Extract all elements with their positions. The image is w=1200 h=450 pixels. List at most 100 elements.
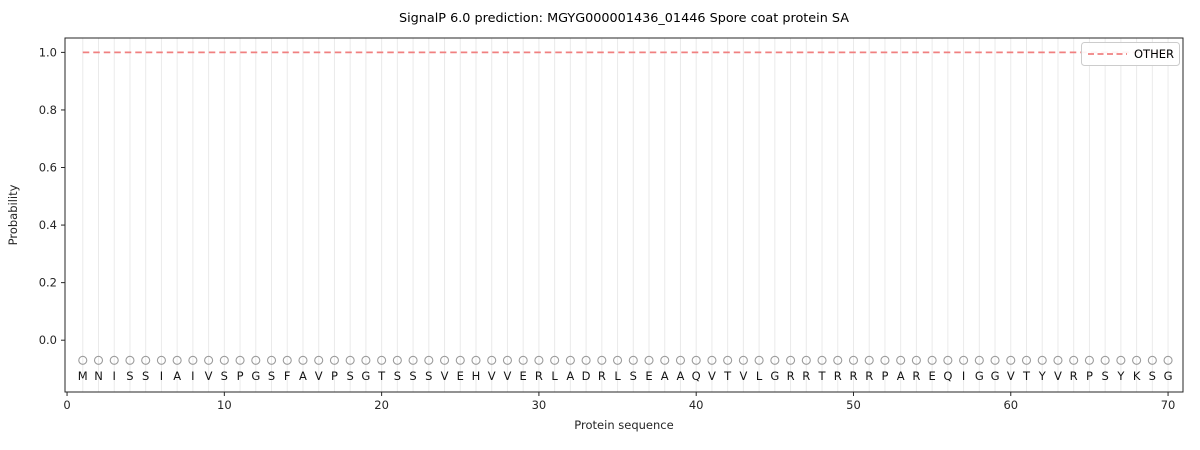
residue-marker (282, 355, 292, 365)
residue-marker (691, 355, 701, 365)
residue-marker (943, 355, 953, 365)
y-tick-label: 0.6 (39, 161, 57, 175)
sequence-letter: G (991, 369, 1000, 383)
sequence-letter: Y (1038, 369, 1047, 383)
sequence-letter: N (94, 369, 103, 383)
x-tick-label: 50 (846, 398, 861, 412)
sequence-letter: E (520, 369, 527, 383)
sequence-letter: E (457, 369, 464, 383)
residue-marker (974, 355, 984, 365)
residue-marker (1147, 355, 1157, 365)
sequence-letter: I (113, 369, 116, 383)
sequence-letter: G (770, 369, 779, 383)
residue-marker (1006, 355, 1016, 365)
residue-marker (550, 355, 560, 365)
residue-marker (675, 355, 686, 365)
sequence-letter: K (1133, 369, 1141, 383)
y-tick-label: 0.4 (39, 218, 57, 232)
sequence-letter: S (1101, 369, 1108, 383)
sequence-letter: I (160, 369, 163, 383)
sequence-letter: T (1022, 369, 1031, 383)
sequence-letter: V (488, 369, 496, 383)
sequence-letter: I (962, 369, 965, 383)
sequence-letter: T (818, 369, 827, 383)
residue-marker (487, 355, 497, 365)
x-axis-label: Protein sequence (574, 418, 673, 432)
sequence-letter: H (472, 369, 481, 383)
sequence-letter: G (251, 369, 260, 383)
residue-marker (864, 355, 874, 365)
sequence-letter: S (347, 369, 354, 383)
sequence-letter: R (598, 369, 606, 383)
y-axis-label: Probability (6, 184, 20, 245)
sequence-letter: V (205, 369, 213, 383)
residue-marker (392, 355, 402, 365)
residue-marker (172, 355, 182, 365)
sequence-letter: R (1070, 369, 1078, 383)
sequence-letter: R (787, 369, 795, 383)
residue-marker (204, 355, 214, 365)
sequence-letter: P (881, 369, 888, 383)
sequence-letter: I (191, 369, 194, 383)
residue-marker (534, 355, 544, 365)
residue-marker (628, 355, 638, 365)
sequence-letter: R (849, 369, 857, 383)
residue-marker (723, 355, 733, 365)
y-tick-label: 0.2 (39, 276, 57, 290)
residue-marker (707, 355, 717, 365)
sequence-letter: S (268, 369, 275, 383)
residue-marker (597, 355, 607, 365)
residue-marker (1037, 355, 1047, 365)
residue-marker (848, 355, 859, 365)
residue-marker (1021, 355, 1032, 365)
residue-marker (565, 355, 575, 365)
residue-marker (613, 355, 623, 365)
residue-marker (109, 355, 119, 365)
x-tick-label: 60 (1003, 398, 1018, 412)
plot-title: SignalP 6.0 prediction: MGYG000001436_01… (399, 11, 849, 26)
sequence-letter: S (221, 369, 228, 383)
residue-marker (1116, 355, 1126, 365)
sequence-letter: S (1149, 369, 1156, 383)
sequence-letter: S (630, 369, 637, 383)
residue-marker (377, 355, 387, 365)
residue-marker (266, 355, 277, 365)
y-tick-label: 0.0 (39, 333, 57, 347)
legend-box (1081, 42, 1180, 66)
residue-marker (502, 355, 512, 365)
residue-marker (424, 355, 434, 365)
x-tick-label: 40 (689, 398, 704, 412)
sequence-letter: F (284, 369, 291, 383)
plot-border (64, 37, 1184, 393)
sequence-letter: G (1164, 369, 1173, 383)
residue-marker (219, 355, 229, 365)
x-tick-label: 20 (374, 398, 389, 412)
residue-marker (880, 355, 890, 365)
sequence-letter: G (975, 369, 984, 383)
residue-marker (518, 355, 528, 365)
sequence-letter: S (126, 369, 133, 383)
y-tick-label: 0.8 (39, 103, 57, 117)
sequence-letter: R (912, 369, 920, 383)
residue-marker (770, 355, 780, 365)
residue-marker (251, 355, 261, 365)
sequence-letter: E (928, 369, 935, 383)
residue-marker (156, 355, 166, 365)
x-tick-label: 70 (1161, 398, 1176, 412)
residue-marker (754, 355, 764, 365)
sequence-letter: G (361, 369, 370, 383)
residue-marker (817, 355, 827, 365)
sequence-letter: T (723, 369, 732, 383)
sequence-letter: P (331, 369, 338, 383)
residue-marker (78, 355, 88, 365)
sequence-letter: Y (1116, 369, 1125, 383)
sequence-letter: R (834, 369, 842, 383)
residue-marker (1100, 355, 1110, 365)
residue-marker (896, 355, 906, 365)
sequence-letter: A (677, 369, 685, 383)
residue-marker (93, 355, 104, 365)
sequence-letter: A (173, 369, 181, 383)
residue-marker (990, 355, 1000, 365)
